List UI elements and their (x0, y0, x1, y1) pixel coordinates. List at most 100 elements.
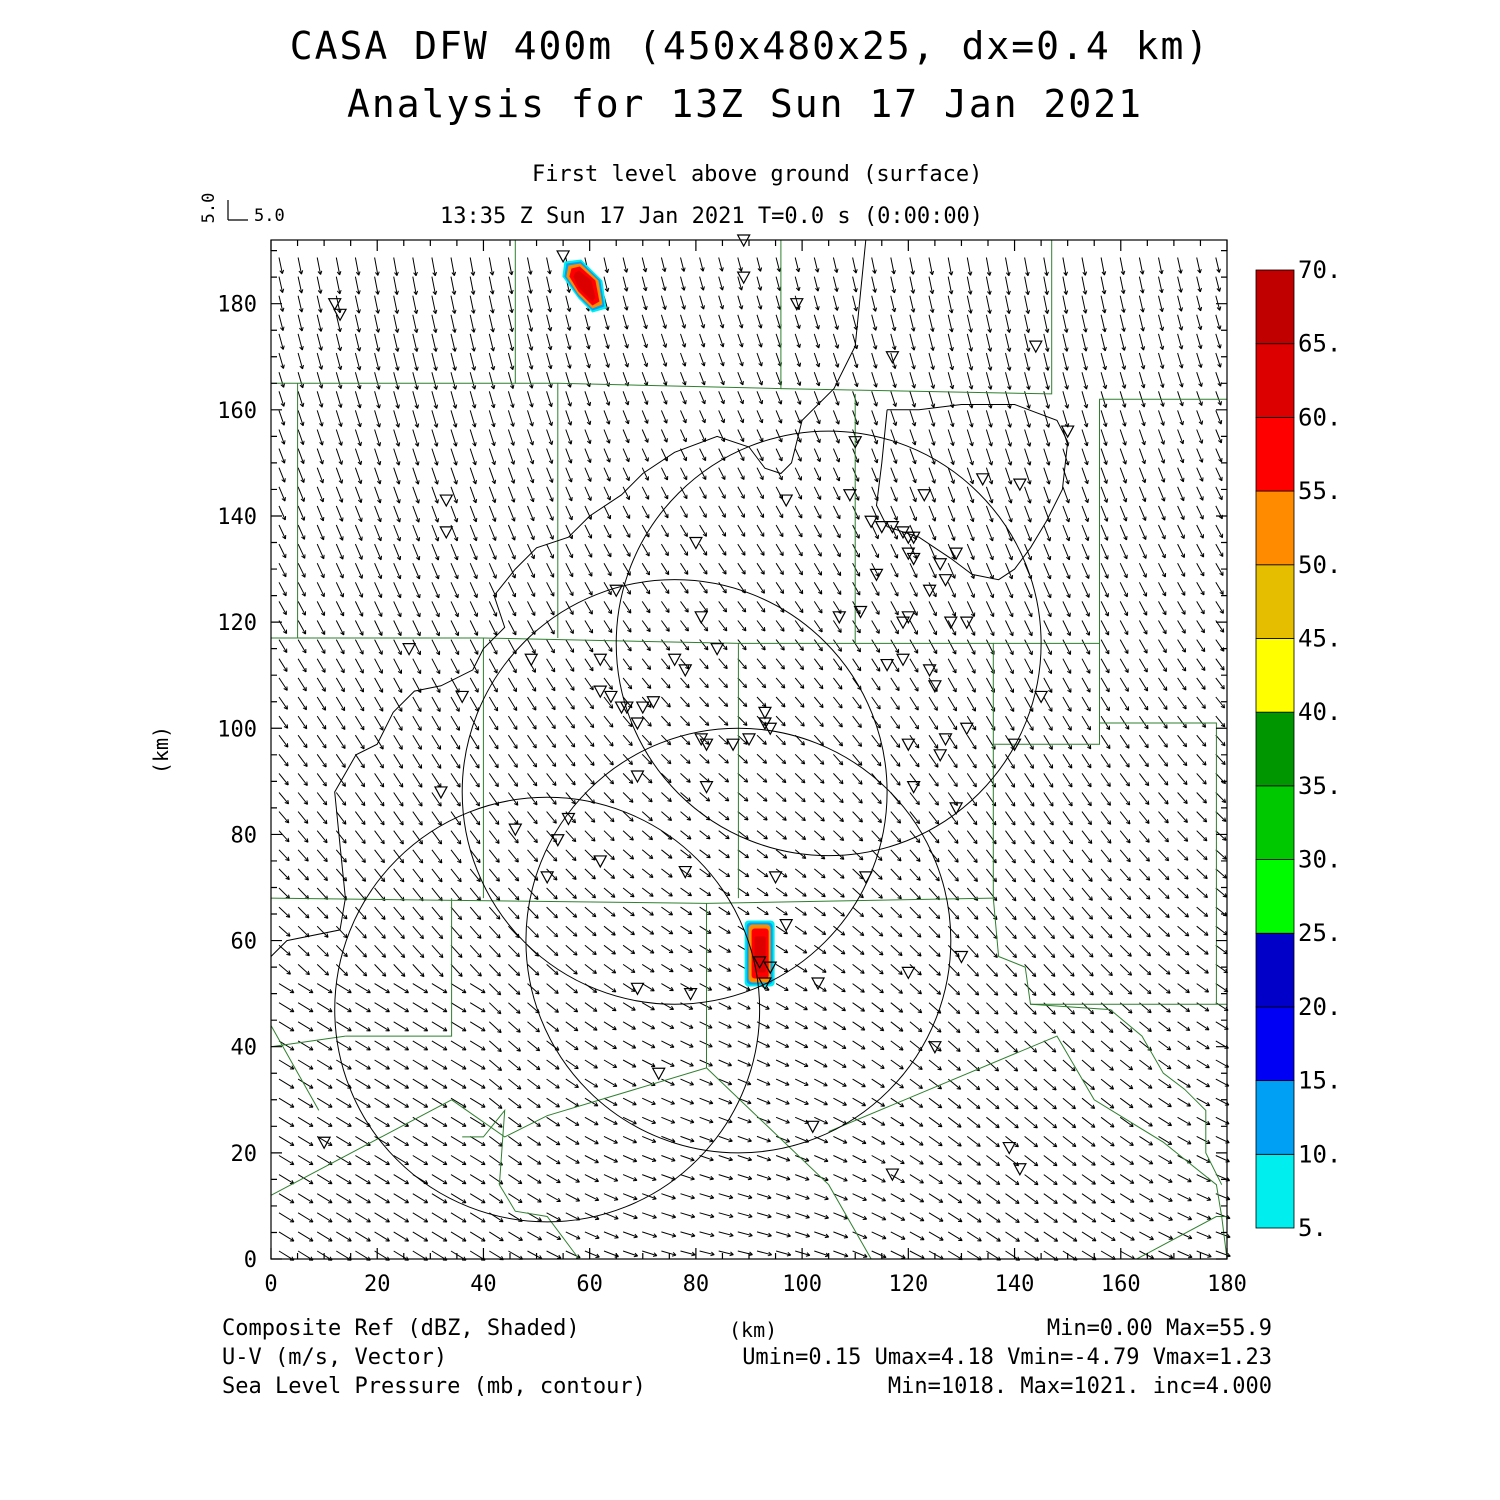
station-marker (768, 871, 783, 885)
county-line (270, 897, 707, 904)
county-line (1099, 722, 1217, 1005)
x-tick-label: 60 (576, 1272, 603, 1297)
station-marker (874, 520, 889, 534)
y-tick-label: 60 (231, 930, 258, 955)
county-line (462, 1108, 580, 1260)
station-marker (763, 961, 778, 975)
station-marker (927, 680, 942, 694)
wind-vector-field (278, 257, 1231, 1261)
station-marker (901, 738, 916, 752)
station-marker (757, 977, 772, 991)
station-marker (933, 558, 948, 571)
x-tick-label: 180 (1207, 1272, 1247, 1297)
x-tick-label: 20 (364, 1272, 391, 1297)
station-marker (885, 520, 900, 534)
reflectivity-shading (562, 259, 775, 987)
y-tick-label: 40 (231, 1036, 258, 1061)
county-line (515, 382, 559, 638)
colorbar-label: 10. (1298, 1140, 1341, 1168)
pressure-contours (270, 239, 1069, 957)
county-line (992, 898, 1227, 1005)
vector-key-v-label: 5.0 (199, 193, 219, 224)
station-marker (550, 834, 565, 847)
station-marker (922, 664, 937, 678)
station-marker (736, 271, 751, 285)
field-description-pressure: Sea Level Pressure (mb, contour) (222, 1374, 646, 1399)
county-line (993, 642, 1100, 745)
colorbar-segment (1255, 416, 1295, 492)
colorbar-label: 20. (1298, 993, 1341, 1021)
station-marker (593, 653, 608, 667)
y-tick-label: 80 (231, 823, 258, 848)
y-tick-labels: 0 20 40 60 80 100 120 140 160 180 (217, 293, 257, 1273)
colorbar-label: 35. (1298, 772, 1341, 800)
colorbar-segment (1255, 269, 1295, 345)
station-marker (906, 781, 921, 794)
county-line (828, 1035, 1228, 1260)
station-marker (439, 526, 454, 540)
station-marker (885, 1168, 900, 1182)
station-marker (938, 733, 953, 747)
x-axis-label: (km) (729, 1318, 778, 1342)
colorbar-label: 65. (1298, 330, 1341, 358)
y-tick-label: 100 (217, 717, 257, 742)
station-marker (869, 568, 884, 582)
x-tick-label: 40 (470, 1272, 497, 1297)
colorbar-segment (1255, 343, 1295, 418)
colorbar-label: 45. (1298, 624, 1341, 652)
station-marker (619, 701, 634, 715)
station-marker (779, 494, 794, 508)
county-line (451, 903, 707, 1138)
station-marker (954, 950, 969, 964)
x-tick-labels: 0 20 40 60 80 100 120 140 160 180 (264, 1272, 1247, 1297)
station-marker (842, 489, 857, 503)
map-title-line1: CASA DFW 400m (450x480x25, dx=0.4 km) (289, 24, 1211, 68)
station-marker (699, 738, 714, 752)
station-marker (779, 919, 794, 932)
map-title-line2: Analysis for 13Z Sun 17 Jan 2021 (346, 82, 1144, 126)
station-marker (949, 547, 964, 561)
county-line (557, 240, 782, 390)
station-marker (959, 722, 974, 736)
colorbar-segment (1255, 564, 1295, 639)
station-marker (603, 690, 618, 704)
county-line (1136, 1216, 1227, 1260)
y-tick-label: 0 (244, 1248, 257, 1273)
station-marker (455, 690, 470, 704)
range-ring (461, 579, 888, 1005)
county-line (345, 898, 453, 1037)
station-marker (609, 584, 624, 598)
station-marker (556, 250, 571, 264)
station-marker (540, 871, 555, 885)
x-tick-label: 120 (888, 1272, 928, 1297)
range-ring (525, 727, 952, 1154)
station-marker (635, 701, 650, 715)
field-description-wind: U-V (m/s, Vector) (222, 1345, 448, 1370)
x-tick-label: 0 (264, 1272, 277, 1297)
station-marker (933, 749, 948, 763)
station-marker (646, 696, 661, 709)
station-marker (848, 436, 863, 449)
colorbar-label: 50. (1298, 551, 1341, 579)
station-marker (1002, 1141, 1017, 1155)
station-marker (917, 489, 932, 503)
station-marker (710, 643, 725, 656)
station-marker (683, 988, 698, 1001)
colorbar-label: 40. (1298, 698, 1341, 726)
x-tick-label: 100 (782, 1272, 822, 1297)
colorbar-segment (1255, 1006, 1295, 1082)
colorbar-label: 70. (1298, 256, 1341, 284)
county-line (706, 897, 994, 904)
station-marker (433, 786, 448, 800)
colorbar-segment (1255, 785, 1295, 860)
station-marker (853, 605, 868, 619)
station-marker (906, 531, 921, 545)
x-tick-label: 160 (1101, 1272, 1141, 1297)
y-axis-label: (km) (149, 726, 173, 774)
station-marker (678, 865, 693, 879)
county-line (270, 1025, 320, 1111)
colorbar-segment (1255, 711, 1295, 787)
station-marker (1034, 690, 1049, 704)
station-marker (757, 706, 772, 720)
